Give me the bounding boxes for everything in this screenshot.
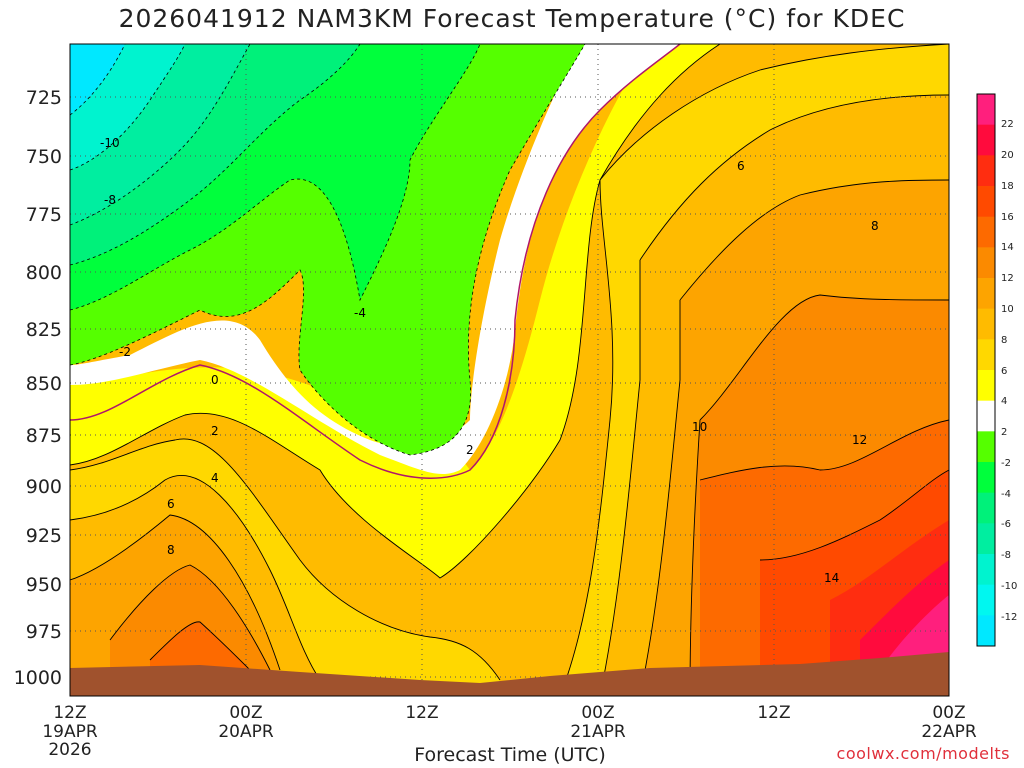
- colorbar-segment: [977, 615, 995, 647]
- colorbar-tick-label: -2: [1001, 458, 1011, 469]
- colorbar-segment: [977, 554, 995, 586]
- x-axis-label: Forecast Time (UTC): [414, 744, 606, 766]
- colorbar-segment: [977, 216, 995, 248]
- ground-surface: [70, 652, 949, 696]
- contour-label: 6: [167, 497, 175, 511]
- colorbar-segment: [977, 431, 995, 463]
- contour-label: 8: [871, 219, 879, 233]
- colorbar-segment: [977, 278, 995, 310]
- y-tick-label: 725: [26, 87, 62, 109]
- colorbar-tick-label: 20: [1001, 150, 1014, 161]
- x-axis: 12Z 19APR 2026 00Z 20APR 12Z 00Z 21APR 1…: [42, 703, 977, 760]
- contour-label: -4: [354, 306, 366, 320]
- freezing-line: [70, 44, 681, 479]
- colorbar-segment: [977, 523, 995, 555]
- grid-lines: [70, 44, 949, 696]
- x-tick-label-date: 19APR: [42, 722, 98, 742]
- contour-label: -10: [100, 136, 120, 150]
- plot-frame: [69, 43, 950, 697]
- colorbar-segment: [977, 247, 995, 279]
- credit-text: coolwx.com/modelts: [836, 744, 1010, 763]
- colorbar-segment: [977, 308, 995, 340]
- colorbar: [976, 93, 996, 647]
- contour-label: 10: [692, 420, 707, 434]
- y-tick-label: 975: [26, 621, 62, 643]
- colorbar-segment: [977, 584, 995, 616]
- fill-band-below-neg12: [70, 44, 125, 115]
- contour-label: 2: [211, 424, 219, 438]
- colorbar-segment: [977, 492, 995, 524]
- x-tick-label-year: 2026: [48, 740, 91, 760]
- colorbar-segment: [977, 124, 995, 156]
- x-tick-label-date: 22APR: [921, 722, 977, 742]
- x-tick-label-time: 12Z: [405, 703, 438, 723]
- contour-label: 14: [824, 571, 839, 585]
- colorbar-ticks: 22 20 18 16 14 12 10 8 6 4 2 -2 -4 -6 -8…: [1001, 119, 1017, 623]
- colorbar-tick-label: 10: [1001, 304, 1014, 315]
- colorbar-segment: [977, 94, 995, 126]
- y-tick-label: 775: [26, 204, 62, 226]
- colorbar-tick-label: -10: [1001, 581, 1017, 592]
- x-tick-label-time: 00Z: [581, 703, 614, 723]
- colorbar-tick-label: -4: [1001, 489, 1011, 500]
- x-tick-label-time: 00Z: [932, 703, 965, 723]
- colorbar-frame: [976, 93, 996, 647]
- colorbar-tick-label: 16: [1001, 212, 1014, 223]
- contour-label: 4: [211, 471, 219, 485]
- colorbar-tick-label: 4: [1001, 396, 1007, 407]
- colorbar-segment: [977, 186, 995, 218]
- y-tick-label: 850: [26, 373, 62, 395]
- contour-label: 2: [466, 443, 474, 457]
- colorbar-tick-label: 6: [1001, 366, 1007, 377]
- y-tick-label: 875: [26, 425, 62, 447]
- colorbar-tick-label: -8: [1001, 550, 1011, 561]
- y-tick-label: 925: [26, 525, 62, 547]
- x-tick-label-date: 20APR: [218, 722, 274, 742]
- cold-contour-lines: [70, 44, 586, 456]
- y-tick-label: 750: [26, 146, 62, 168]
- contour-label: 0: [211, 373, 219, 387]
- contour-label: 12: [852, 433, 867, 447]
- contour-label: 6: [737, 159, 745, 173]
- colorbar-tick-label: -6: [1001, 519, 1011, 530]
- x-tick-label-time: 12Z: [757, 703, 790, 723]
- colorbar-tick-label: 2: [1001, 427, 1007, 438]
- y-tick-label: 1000: [14, 667, 62, 689]
- contour-labels: -10 -8 -4 -2 0 2 2 4 6 8 6 8 10 12 14: [100, 136, 879, 585]
- contour-label: -2: [119, 345, 131, 359]
- colorbar-segment: [977, 339, 995, 371]
- colorbar-tick-label: 12: [1001, 273, 1014, 284]
- fill-band-0-2: [70, 44, 680, 475]
- x-tick-label-time: 12Z: [53, 703, 86, 723]
- colorbar-segment: [977, 370, 995, 402]
- colorbar-tick-label: 14: [1001, 242, 1014, 253]
- contour-label: 8: [167, 543, 175, 557]
- warm-contour-lines: [70, 44, 949, 696]
- y-tick-label: 950: [26, 574, 62, 596]
- colorbar-segment: [977, 400, 995, 432]
- colorbar-tick-label: -12: [1001, 612, 1017, 623]
- y-tick-label: 900: [26, 476, 62, 498]
- colorbar-tick-label: 18: [1001, 181, 1014, 192]
- colorbar-segment: [977, 155, 995, 187]
- x-tick-label-date: 21APR: [570, 722, 626, 742]
- y-axis: 725 750 775 800 825 850 875 900 925 950 …: [14, 87, 62, 689]
- y-tick-label: 800: [26, 262, 62, 284]
- colorbar-tick-label: 8: [1001, 335, 1007, 346]
- chart-title: 2026041912 NAM3KM Forecast Temperature (…: [118, 4, 906, 33]
- x-tick-label-time: 00Z: [229, 703, 262, 723]
- y-tick-label: 825: [26, 319, 62, 341]
- colorbar-tick-label: 22: [1001, 119, 1014, 130]
- temperature-fill-layer: [70, 44, 949, 696]
- contour-label: -8: [104, 193, 116, 207]
- colorbar-segment: [977, 462, 995, 494]
